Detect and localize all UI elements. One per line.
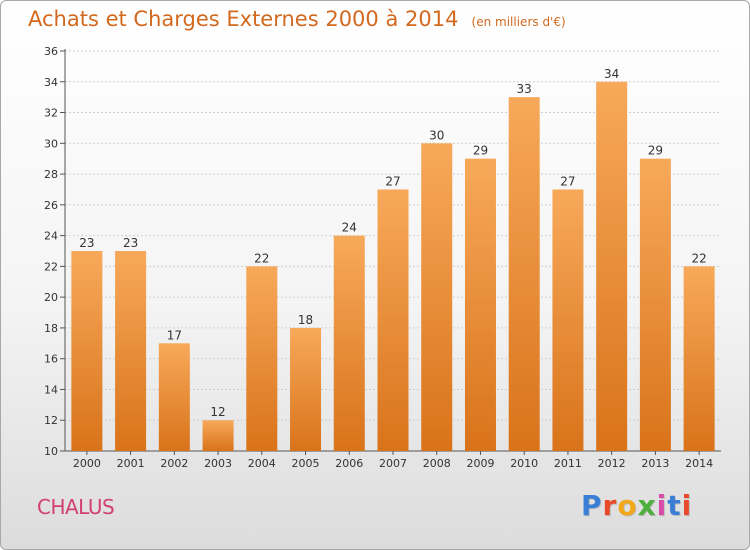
bar-2013[interactable] [639,158,671,451]
x-tick-label-2004: 2004 [248,457,276,470]
x-tick-label-2010: 2010 [510,457,538,470]
x-tick-label-2009: 2009 [466,457,494,470]
bar-2007[interactable] [377,189,409,451]
x-tick-label-2000: 2000 [73,457,101,470]
town-name: CHALUS [37,495,115,519]
brand-letter: r [602,489,618,522]
bar-2002[interactable] [158,343,190,451]
value-label-2008: 30 [429,128,444,142]
y-tick-label: 16 [44,353,58,366]
chart-unit-text: (en milliers d'€) [471,15,566,29]
y-tick-label: 22 [44,260,58,273]
brand-letter: P [581,489,603,522]
bars: 23 23 17 12 22 18 24 27 30 29 33 27 34 29 22 [71,67,715,452]
value-label-2009: 29 [473,144,488,158]
x-tick-label-2001: 2001 [117,457,145,470]
value-label-2007: 27 [385,174,400,188]
x-tick-label-2012: 2012 [598,457,626,470]
bar-2001[interactable] [115,251,147,451]
value-label-2001: 23 [123,236,138,250]
y-tick-label: 34 [44,76,58,89]
value-label-2004: 22 [254,251,269,265]
value-label-2000: 23 [79,236,94,250]
bar-2014[interactable] [683,266,715,451]
chart-title-text: Achats et Charges Externes 2000 à 2014 [28,7,459,31]
value-label-2003: 12 [210,405,225,419]
bar-2010[interactable] [508,97,540,452]
bar-2003[interactable] [202,420,234,451]
brand-letter: i [681,489,693,522]
y-tick-label: 12 [44,414,58,427]
x-tick-label-2006: 2006 [335,457,363,470]
bar-2006[interactable] [333,235,365,451]
brand-letter: x [637,489,657,522]
x-tick-label-2003: 2003 [204,457,232,470]
value-label-2012: 34 [604,67,619,81]
bar-2005[interactable] [290,327,322,451]
x-tick-label-2011: 2011 [554,457,582,470]
y-tick-label: 32 [44,107,58,120]
value-label-2013: 29 [648,144,663,158]
y-tick-label: 36 [44,45,58,58]
value-label-2014: 22 [691,251,706,265]
x-tick-label-2005: 2005 [292,457,320,470]
brand-letter: t [667,489,682,522]
y-tick-label: 20 [44,291,58,304]
value-label-2005: 18 [298,313,313,327]
y-tick-label: 30 [44,137,58,150]
bar-2011[interactable] [552,189,584,451]
brand-letter: i [656,489,668,522]
bar-2004[interactable] [246,266,278,451]
value-label-2011: 27 [560,174,575,188]
brand-logo[interactable]: Proxiti [581,489,692,522]
bar-2008[interactable] [421,143,453,452]
bar-2012[interactable] [596,81,628,452]
y-tick-label: 18 [44,322,58,335]
bar-2000[interactable] [71,251,103,451]
bar-2009[interactable] [464,158,496,451]
x-tick-label-2014: 2014 [685,457,713,470]
y-tick-label: 14 [44,383,58,396]
y-tick-label: 10 [44,445,58,458]
y-tick-label: 28 [44,168,58,181]
x-tick-label-2002: 2002 [160,457,188,470]
value-label-2010: 33 [517,82,532,96]
value-label-2006: 24 [342,221,357,235]
x-tick-label-2013: 2013 [641,457,669,470]
chart-title: Achats et Charges Externes 2000 à 2014 (… [28,7,566,31]
y-tick-label: 24 [44,230,58,243]
axes: 10 12 14 16 18 20 22 24 26 28 30 32 34 36 2000 2001 2002… [44,45,721,470]
x-tick-label-2007: 2007 [379,457,407,470]
brand-letter: o [617,489,638,522]
x-tick-label-2008: 2008 [423,457,451,470]
y-tick-label: 26 [44,199,58,212]
value-label-2002: 17 [167,328,182,342]
